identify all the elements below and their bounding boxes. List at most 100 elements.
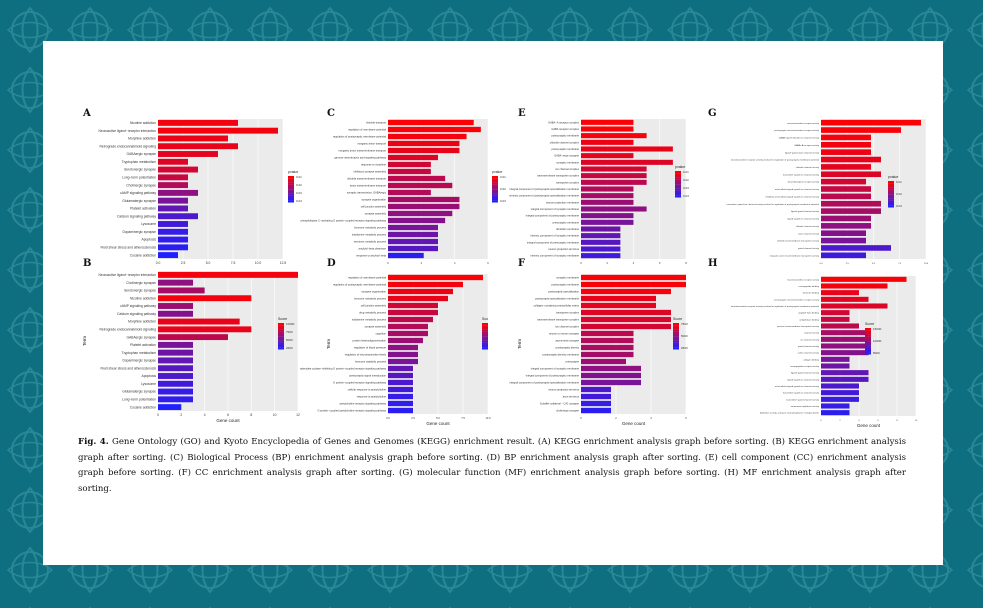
axis-tick-label: 7.5 bbox=[898, 263, 902, 265]
category-label: intrinsic component of postsynaptic spec… bbox=[509, 194, 579, 198]
legend-swatch bbox=[492, 184, 498, 188]
legend-swatch bbox=[288, 193, 294, 196]
axis-tick-label: 2 bbox=[839, 420, 841, 422]
bar bbox=[388, 154, 438, 161]
legend-swatch bbox=[865, 343, 871, 346]
legend-tick-label: 0.04 bbox=[683, 194, 689, 198]
bar bbox=[581, 166, 647, 172]
caption-text: Gene Ontology (GO) and Kyoto Encyclopedi… bbox=[78, 437, 906, 494]
bar bbox=[388, 196, 460, 203]
axis-tick-label: 0.0 bbox=[819, 263, 823, 265]
category-label: postsynaptic density bbox=[556, 346, 580, 350]
bar bbox=[821, 230, 866, 237]
bar bbox=[581, 239, 621, 245]
category-label: Calcium signaling pathway bbox=[117, 312, 156, 316]
bar bbox=[821, 383, 859, 389]
bar bbox=[158, 404, 182, 411]
legend-swatch bbox=[865, 332, 871, 335]
bar bbox=[158, 221, 188, 227]
bar bbox=[388, 295, 448, 302]
legend-swatch bbox=[865, 341, 871, 344]
legend-swatch bbox=[492, 180, 498, 183]
category-label: Cholinergic synapse bbox=[126, 281, 156, 285]
bar bbox=[158, 271, 298, 278]
axis-tick-label: 10 bbox=[273, 413, 277, 417]
legend-tick-label: 5000 bbox=[286, 338, 293, 342]
category-label: postsynaptic membrane bbox=[551, 147, 579, 151]
category-label: G protein−coupled acetylcholine receptor… bbox=[317, 409, 386, 413]
category-label: GABAergic synapse bbox=[126, 152, 156, 156]
bar bbox=[158, 357, 193, 364]
figure-panels: A 0.0 2.5 5.0 7.5 10.0 12.5 Nicotine addiction N… bbox=[82, 108, 929, 428]
bar bbox=[581, 351, 634, 358]
legend-swatch bbox=[673, 336, 679, 339]
bar bbox=[388, 224, 438, 231]
category-label: postsynaptic membrane bbox=[551, 134, 579, 138]
category-label: cholinergic synapse bbox=[556, 409, 579, 413]
category-label: Cocaine addiction bbox=[130, 253, 156, 257]
bar bbox=[388, 316, 433, 323]
figure-caption: Fig. 4. Gene Ontology (GO) and Kyoto Enc… bbox=[78, 435, 906, 497]
bar bbox=[158, 365, 193, 372]
legend-swatch bbox=[888, 200, 894, 204]
bar bbox=[821, 141, 871, 148]
legend-swatch bbox=[288, 198, 294, 201]
bar bbox=[158, 295, 252, 302]
category-label: ligand−gated channel activity bbox=[791, 372, 820, 375]
bar bbox=[158, 303, 193, 309]
category-label: ligand−gated channel activity bbox=[791, 210, 820, 213]
legend-swatch bbox=[888, 189, 894, 193]
legend-swatch bbox=[865, 330, 871, 333]
panel-g: G 0.0 2.5 5.0 7.5 10.0 neurotransmitter recept… bbox=[708, 108, 929, 265]
legend-swatch bbox=[492, 182, 498, 185]
panel-label: E bbox=[518, 108, 526, 119]
category-label: Long−term potentiation bbox=[122, 398, 156, 402]
category-label: ammonium hydrolase activity bbox=[791, 405, 820, 408]
category-label: acetylcholine receptor signaling pathway bbox=[339, 402, 386, 406]
category-label: neurotransmitter receptor activity invol… bbox=[731, 305, 820, 308]
bar bbox=[581, 393, 611, 400]
bar bbox=[388, 168, 431, 175]
bar bbox=[581, 253, 621, 259]
bar bbox=[388, 372, 413, 379]
category-label: transmitter−gated ion channel activity i… bbox=[727, 203, 820, 206]
category-label: ion channel complex bbox=[555, 325, 579, 329]
category-label: chloride channel complex bbox=[550, 140, 580, 144]
bar bbox=[821, 252, 866, 259]
bar bbox=[821, 390, 859, 396]
bar bbox=[388, 140, 460, 147]
legend-swatch bbox=[278, 342, 284, 346]
category-label: transporter complex bbox=[556, 311, 580, 315]
legend-swatch bbox=[675, 184, 681, 187]
category-label: Retrograde endocannabinoid signaling bbox=[100, 328, 157, 332]
panel-e: E 0 2 4 6 8 GABA−A receptor complex GABA recept… bbox=[509, 108, 689, 265]
legend-swatch bbox=[492, 193, 498, 196]
category-label: postsynaptic specialization bbox=[548, 290, 579, 294]
legend-swatch bbox=[673, 327, 679, 330]
category-label: inhibitory synapse assembly bbox=[354, 170, 387, 174]
panel-label: H bbox=[708, 258, 717, 269]
bar bbox=[581, 146, 673, 152]
plot-background bbox=[388, 119, 488, 259]
category-label: integral component of synaptic membrane bbox=[531, 207, 580, 211]
legend-swatch bbox=[492, 187, 498, 190]
axis-tick-label: 4 bbox=[858, 420, 860, 422]
bar bbox=[581, 372, 641, 379]
legend-swatch bbox=[673, 331, 679, 335]
category-label: synapse assembly bbox=[365, 325, 387, 329]
bar bbox=[158, 127, 278, 134]
panel-c: C 0 2 4 6 chloride transport regulation of mem… bbox=[301, 108, 507, 265]
legend-swatch bbox=[278, 327, 284, 330]
legend-swatch bbox=[288, 191, 294, 194]
axis-tick-label: 12.5 bbox=[280, 261, 287, 265]
bar bbox=[581, 213, 634, 219]
x-axis-title: Gene count bbox=[622, 421, 646, 426]
category-label: neuropeptide receptor activity bbox=[790, 365, 820, 368]
bar bbox=[581, 302, 656, 309]
bar bbox=[158, 158, 188, 165]
legend-title: Sco bbox=[482, 317, 488, 321]
category-label: Morphine addiction bbox=[128, 320, 156, 324]
axis-tick-label: 4 bbox=[633, 261, 635, 265]
legend-swatch bbox=[492, 195, 498, 199]
bar bbox=[158, 279, 193, 286]
